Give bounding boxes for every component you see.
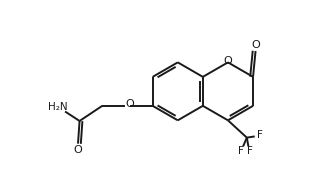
Text: O: O xyxy=(224,56,232,66)
Text: O: O xyxy=(125,99,134,109)
Text: F: F xyxy=(237,146,243,156)
Text: F: F xyxy=(247,146,253,156)
Text: O: O xyxy=(74,145,82,155)
Text: F: F xyxy=(257,130,263,140)
Text: H₂N: H₂N xyxy=(48,102,67,112)
Text: O: O xyxy=(251,40,260,50)
